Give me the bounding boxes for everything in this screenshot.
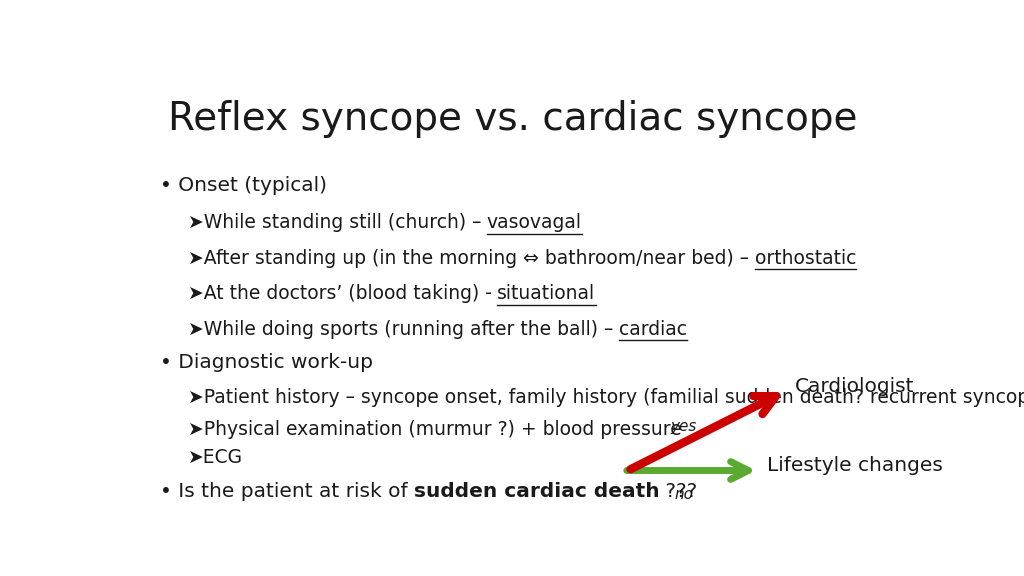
Text: ➤Physical examination (murmur ?) + blood pressure: ➤Physical examination (murmur ?) + blood… (187, 419, 681, 438)
Text: yes: yes (671, 419, 696, 434)
Text: • Onset (typical): • Onset (typical) (160, 176, 327, 195)
Text: ➤At the doctors’ (blood taking) -: ➤At the doctors’ (blood taking) - (187, 284, 498, 303)
Text: • Is the patient at risk of: • Is the patient at risk of (160, 483, 414, 502)
Text: ➤Patient history – syncope onset, family history (familial sudden death? recurre: ➤Patient history – syncope onset, family… (187, 388, 1024, 407)
Text: Lifestyle changes: Lifestyle changes (767, 456, 943, 475)
Text: cardiac: cardiac (618, 320, 687, 339)
Text: ➤While standing still (church) –: ➤While standing still (church) – (187, 213, 486, 232)
Text: no: no (674, 487, 693, 502)
Text: ➤ECG: ➤ECG (187, 448, 243, 467)
Text: orthostatic: orthostatic (755, 249, 856, 268)
Text: sudden cardiac death: sudden cardiac death (414, 483, 659, 502)
Text: ???: ??? (659, 483, 697, 502)
Text: vasovagal: vasovagal (486, 213, 582, 232)
Text: ➤While doing sports (running after the ball) –: ➤While doing sports (running after the b… (187, 320, 618, 339)
Text: Reflex syncope vs. cardiac syncope: Reflex syncope vs. cardiac syncope (168, 100, 857, 138)
Text: situational: situational (498, 284, 596, 303)
Text: • Diagnostic work-up: • Diagnostic work-up (160, 353, 373, 372)
Text: ➤After standing up (in the morning ⇔ bathroom/near bed) –: ➤After standing up (in the morning ⇔ bat… (187, 249, 755, 268)
Text: Cardiologist: Cardiologist (795, 377, 914, 396)
